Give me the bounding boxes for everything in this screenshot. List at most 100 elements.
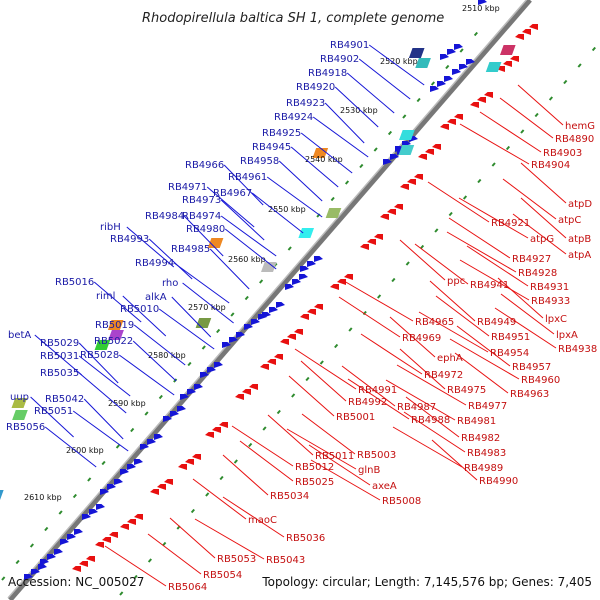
reverse-gene-label[interactable]: RB4989 [464, 463, 503, 474]
reverse-gene-label[interactable]: RB5011 [315, 451, 354, 462]
reverse-gene-label[interactable]: atpG [530, 234, 554, 245]
reverse-gene-label[interactable]: RB4992 [348, 397, 387, 408]
reverse-gene-label[interactable]: RB4928 [518, 268, 557, 279]
forward-gene-label[interactable]: RB4993 [110, 234, 149, 245]
reverse-gene-label[interactable]: RB5053 [217, 554, 256, 565]
reverse-gene-label[interactable]: RB4927 [512, 254, 551, 265]
forward-gene-label[interactable]: RB5022 [94, 336, 133, 347]
forward-gene-label[interactable]: RB4994 [135, 258, 174, 269]
reverse-gene-label[interactable]: RB4951 [491, 332, 530, 343]
reverse-gene-label[interactable]: atpD [568, 199, 592, 210]
reverse-gene-label[interactable]: atpA [568, 250, 591, 261]
reverse-gene-label[interactable]: RB5003 [357, 450, 396, 461]
forward-gene-label[interactable]: RB5019 [95, 320, 134, 331]
forward-gene-label[interactable]: RB4945 [252, 142, 291, 153]
forward-gene-label[interactable]: RB4973 [182, 195, 221, 206]
forward-label-leader [132, 340, 177, 382]
forward-gene-feature [67, 534, 76, 540]
forward-gene-label[interactable]: RB5035 [40, 368, 79, 379]
forward-gene-label[interactable]: RB4924 [274, 112, 313, 123]
reverse-gene-label[interactable]: lpxC [545, 314, 567, 325]
forward-gene-label[interactable]: RB5031 [40, 351, 79, 362]
reverse-gene-label[interactable]: RB5001 [336, 412, 375, 423]
reverse-gene-label[interactable]: RB4981 [457, 416, 496, 427]
reverse-gene-label[interactable]: RB4963 [510, 389, 549, 400]
forward-gene-label[interactable]: RB4984 [145, 211, 184, 222]
reverse-gene-label[interactable]: RB4991 [358, 385, 397, 396]
reverse-gene-label[interactable]: RB4987 [397, 402, 436, 413]
reverse-label-leader [288, 375, 335, 417]
forward-gene-label[interactable]: RB4967 [213, 188, 252, 199]
reverse-gene-label[interactable]: RB4933 [531, 296, 570, 307]
forward-gene-label[interactable]: RB4971 [168, 182, 207, 193]
reverse-gene-label[interactable]: RB4982 [461, 433, 500, 444]
forward-gene-label[interactable]: RB5029 [40, 338, 79, 349]
reverse-gene-label[interactable]: axeA [372, 481, 397, 492]
reverse-gene-label[interactable]: RB5008 [382, 496, 421, 507]
forward-gene-label[interactable]: RB5042 [45, 394, 84, 405]
reverse-gene-label[interactable]: RB5034 [270, 491, 309, 502]
reverse-gene-label[interactable]: RB4965 [415, 317, 454, 328]
forward-gene-label[interactable]: RB4901 [330, 40, 369, 51]
reverse-gene-label[interactable]: RB4904 [531, 160, 570, 171]
forward-gene-feature [236, 332, 245, 338]
forward-gene-label[interactable]: RB4958 [240, 156, 279, 167]
reverse-gene-label[interactable]: hemG [565, 121, 595, 132]
reverse-gene-label[interactable]: RB4988 [411, 415, 450, 426]
forward-gene-label[interactable]: RB4966 [185, 160, 224, 171]
reverse-gene-label[interactable]: RB4931 [530, 282, 569, 293]
forward-gene-label[interactable]: riml [96, 291, 115, 302]
reverse-gene-label[interactable]: RB4941 [470, 280, 509, 291]
reverse-label-leader [308, 444, 371, 486]
reverse-gene-label[interactable]: RB4975 [447, 385, 486, 396]
reverse-gene-label[interactable]: RB4921 [491, 218, 530, 229]
reverse-gene-label[interactable]: RB4957 [512, 362, 551, 373]
reverse-gene-label[interactable]: RB5025 [295, 477, 334, 488]
reverse-gene-label[interactable]: RB4903 [543, 148, 582, 159]
forward-gene-label[interactable]: RB5056 [6, 422, 45, 433]
forward-gene-label[interactable]: RB5010 [120, 304, 159, 315]
forward-gene-label[interactable]: RB5028 [80, 350, 119, 361]
reverse-gene-label[interactable]: RB5054 [203, 570, 242, 581]
forward-gene-label[interactable]: alkA [145, 292, 167, 303]
reverse-gene-label[interactable]: RB4983 [467, 448, 506, 459]
reverse-gene-label[interactable]: RB4890 [555, 134, 594, 145]
forward-gene-label[interactable]: rho [162, 278, 178, 289]
reverse-gene-label[interactable]: RB4972 [424, 370, 463, 381]
reverse-gene-label[interactable]: RB4949 [477, 317, 516, 328]
forward-gene-label[interactable]: RB4925 [262, 128, 301, 139]
reverse-gene-label[interactable]: RB4954 [490, 348, 529, 359]
reverse-gene-label[interactable]: ppc [447, 276, 465, 287]
forward-gene-label[interactable]: RB4923 [286, 98, 325, 109]
tick-mark-inner [505, 145, 511, 151]
forward-gene-label[interactable]: RB4902 [320, 54, 359, 65]
forward-gene-label[interactable]: betA [8, 330, 31, 341]
forward-gene-label[interactable]: RB4980 [186, 224, 225, 235]
reverse-gene-label[interactable]: RB4938 [558, 344, 597, 355]
reverse-gene-label[interactable]: RB5036 [286, 533, 325, 544]
reverse-gene-label[interactable]: RB4960 [521, 375, 560, 386]
forward-gene-label[interactable]: RB4985 [171, 244, 210, 255]
reverse-gene-label[interactable]: atpB [568, 234, 591, 245]
reverse-gene-label[interactable]: RB4990 [479, 476, 518, 487]
forward-gene-label[interactable]: RB4974 [182, 211, 221, 222]
forward-gene-label[interactable]: RB4918 [308, 68, 347, 79]
reverse-gene-label[interactable]: RB5064 [168, 582, 207, 593]
forward-gene-label[interactable]: ribH [100, 222, 121, 233]
reverse-gene-label[interactable]: maoC [248, 515, 277, 526]
reverse-gene-label[interactable]: RB4969 [402, 333, 441, 344]
reverse-gene-label[interactable]: RB5012 [295, 462, 334, 473]
reverse-gene-label[interactable]: RB4977 [468, 401, 507, 412]
reverse-gene-label[interactable]: glnB [358, 465, 380, 476]
reverse-gene-label[interactable]: ephA [437, 353, 463, 364]
reverse-gene-label[interactable]: RB5043 [266, 555, 305, 566]
forward-gene-label[interactable]: RB4920 [296, 82, 335, 93]
forward-label-leader [122, 295, 167, 337]
forward-gene-label[interactable]: RB4961 [228, 172, 267, 183]
forward-gene-label[interactable]: RB5051 [34, 406, 73, 417]
tick-mark-outer [430, 81, 436, 86]
reverse-gene-label[interactable]: atpC [558, 215, 581, 226]
reverse-gene-label[interactable]: lpxA [556, 330, 578, 341]
forward-gene-label[interactable]: RB5016 [55, 277, 94, 288]
forward-gene-label[interactable]: uup [10, 392, 29, 403]
